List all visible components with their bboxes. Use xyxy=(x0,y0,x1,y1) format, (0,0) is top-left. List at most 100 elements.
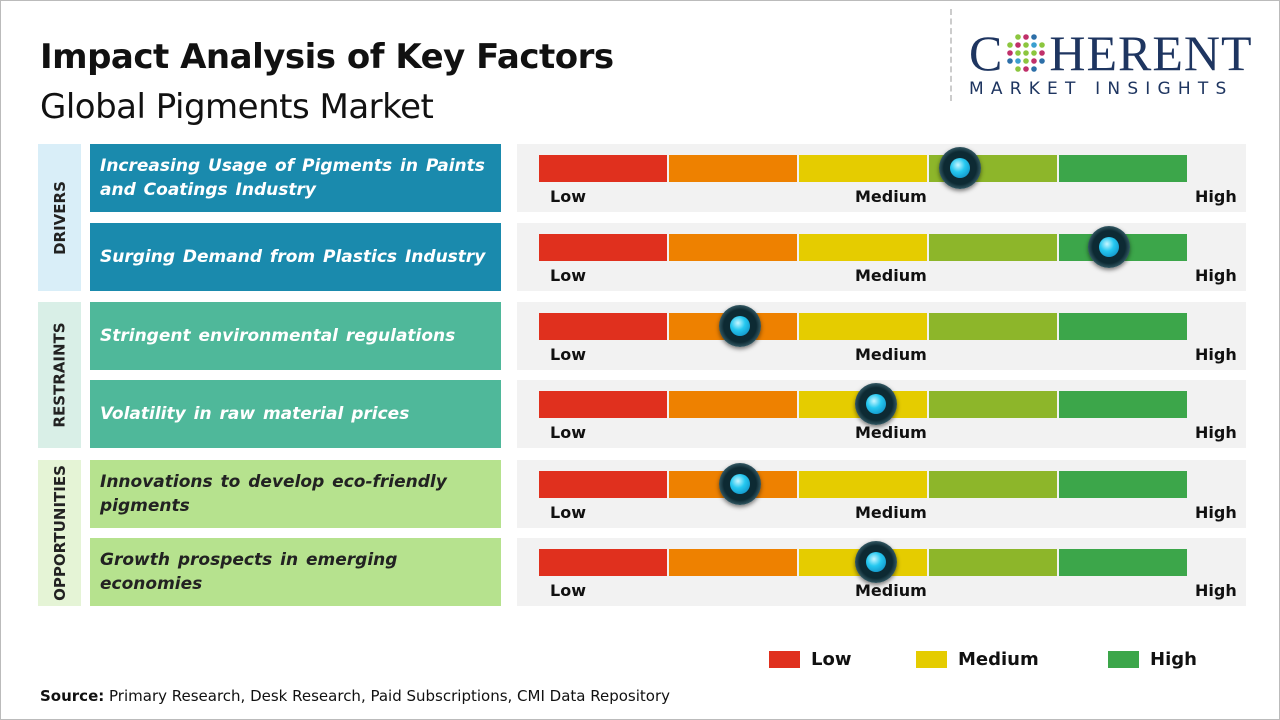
legend-item-high: High xyxy=(1108,649,1197,670)
globe-dot xyxy=(1023,58,1030,64)
gauge-segment xyxy=(1059,313,1187,340)
gauge-segment xyxy=(539,471,667,498)
gauge-segment xyxy=(669,234,797,261)
gauge-segment xyxy=(929,549,1057,576)
scale-low: Low xyxy=(550,266,586,285)
impact-gauge: Low Medium High xyxy=(517,460,1246,528)
globe-dot xyxy=(1031,58,1038,64)
scale-high: High xyxy=(1195,503,1237,522)
impact-gauge: Low Medium High xyxy=(517,223,1246,291)
gauge-segment xyxy=(669,391,797,418)
scale-low: Low xyxy=(550,423,586,442)
gauge-segment xyxy=(1059,155,1187,182)
legend-label: Medium xyxy=(958,649,1039,670)
gauge-segment xyxy=(799,155,927,182)
gauge-segment xyxy=(1059,391,1187,418)
divider xyxy=(950,9,952,101)
scale-high: High xyxy=(1195,187,1237,206)
gauge-segment xyxy=(1059,549,1187,576)
scale-low: Low xyxy=(550,187,586,206)
gauge-segment xyxy=(929,234,1057,261)
globe-dot xyxy=(1039,50,1046,56)
globe-dot xyxy=(1023,34,1030,40)
globe-dot xyxy=(1007,42,1014,48)
legend-item-medium: Medium xyxy=(916,649,1039,670)
gauge-segment xyxy=(929,391,1057,418)
impact-gauge: Low Medium High xyxy=(517,302,1246,370)
factor-label: Volatility in raw material prices xyxy=(90,380,501,448)
scale-medium: Medium xyxy=(855,423,927,442)
globe-dot xyxy=(1031,42,1038,48)
globe-dot xyxy=(1015,66,1022,72)
scale-medium: Medium xyxy=(855,345,927,364)
globe-dot xyxy=(1039,58,1046,64)
globe-dot xyxy=(1031,34,1038,40)
category-label: RESTRAINTS xyxy=(50,322,69,428)
impact-marker xyxy=(1088,226,1131,268)
scale-medium: Medium xyxy=(855,581,927,600)
source-label: Source: xyxy=(40,687,105,705)
gauge-segment xyxy=(1059,471,1187,498)
factor-label: Growth prospects in emerging economies xyxy=(90,538,501,606)
impact-marker xyxy=(718,463,761,505)
impact-gauge: Low Medium High xyxy=(517,538,1246,606)
scale-high: High xyxy=(1195,266,1237,285)
gauge-segment xyxy=(539,313,667,340)
impact-marker xyxy=(854,383,897,425)
globe-dot xyxy=(1023,66,1030,72)
gauge-segment xyxy=(539,234,667,261)
legend-label: High xyxy=(1150,649,1197,670)
gauge-segment xyxy=(669,155,797,182)
legend-swatch xyxy=(769,651,800,668)
globe-dot xyxy=(1031,50,1038,56)
impact-gauge: Low Medium High xyxy=(517,380,1246,448)
scale-high: High xyxy=(1195,423,1237,442)
factor-label: Surging Demand from Plastics Industry xyxy=(90,223,501,291)
page-subtitle: Global Pigments Market xyxy=(40,87,434,127)
globe-dot xyxy=(1015,42,1022,48)
impact-gauge: Low Medium High xyxy=(517,144,1246,212)
logo-letter-c: C xyxy=(969,25,1004,81)
gauge-segment xyxy=(799,313,927,340)
scale-low: Low xyxy=(550,503,586,522)
gauge-segment xyxy=(929,313,1057,340)
logo-letters: HERENT xyxy=(1049,25,1253,81)
globe-dot xyxy=(1007,58,1014,64)
category-label: DRIVERS xyxy=(50,180,69,255)
logo: C HERENT MARKET INSIGHTS xyxy=(969,25,1261,99)
gauge-segment xyxy=(539,549,667,576)
factor-label: Stringent environmental regulations xyxy=(90,302,501,370)
category-restraints: RESTRAINTS xyxy=(38,302,81,448)
impact-marker xyxy=(718,305,761,347)
globe-dot xyxy=(1015,34,1022,40)
gauge-bar xyxy=(539,313,1187,340)
gauge-bar xyxy=(539,155,1187,182)
globe-dot xyxy=(1007,50,1014,56)
globe-dot xyxy=(1015,50,1022,56)
gauge-segment xyxy=(539,391,667,418)
gauge-segment xyxy=(799,471,927,498)
source-note: Source: Primary Research, Desk Research,… xyxy=(40,687,670,705)
legend-item-low: Low xyxy=(769,649,851,670)
globe-dot xyxy=(1023,50,1030,56)
logo-subtext: MARKET INSIGHTS xyxy=(969,79,1234,99)
scale-high: High xyxy=(1195,581,1237,600)
gauge-segment xyxy=(799,234,927,261)
scale-low: Low xyxy=(550,345,586,364)
scale-medium: Medium xyxy=(855,266,927,285)
factor-label: Innovations to develop eco-friendly pigm… xyxy=(90,460,501,528)
impact-marker xyxy=(854,541,897,583)
legend-swatch xyxy=(916,651,947,668)
source-text: Primary Research, Desk Research, Paid Su… xyxy=(104,687,671,705)
factor-label: Increasing Usage of Pigments in Paints a… xyxy=(90,144,501,212)
category-label: OPPORTUNITIES xyxy=(50,465,69,601)
gauge-segment xyxy=(669,549,797,576)
gauge-bar xyxy=(539,471,1187,498)
gauge-segment xyxy=(539,155,667,182)
scale-medium: Medium xyxy=(855,503,927,522)
impact-marker xyxy=(939,147,982,189)
globe-dot xyxy=(1023,42,1030,48)
globe-dot xyxy=(1015,58,1022,64)
legend-label: Low xyxy=(811,649,852,670)
page-title: Impact Analysis of Key Factors xyxy=(40,37,614,77)
